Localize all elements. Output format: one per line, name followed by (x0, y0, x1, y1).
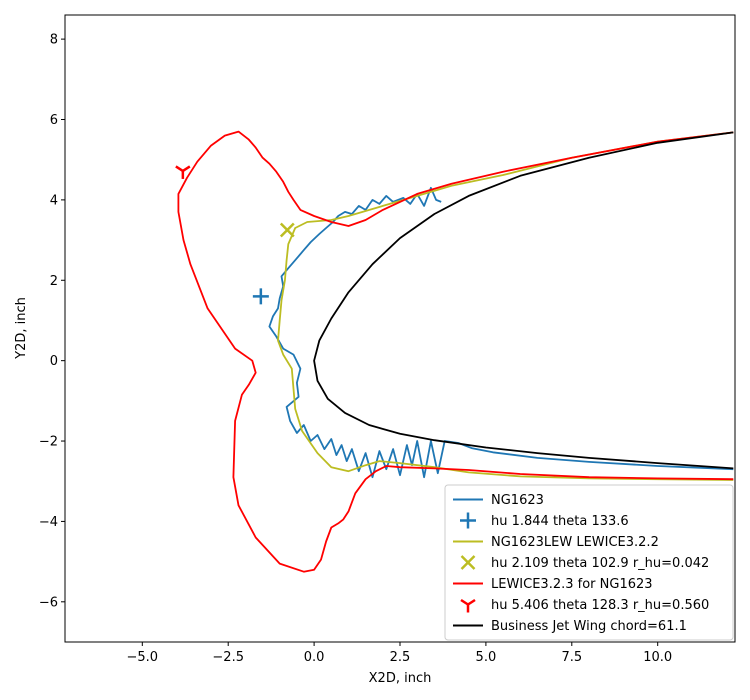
series-marker-3-0 (279, 222, 295, 238)
series-line-6 (313, 131, 734, 470)
x-tick-label: 2.5 (390, 650, 411, 665)
legend-label-2: NG1623LEW LEWICE3.2.2 (491, 535, 659, 550)
y-tick-label: 0 (50, 354, 58, 369)
x-axis: −5.0 −2.5 0.0 2.5 5.0 7.5 10.0 (127, 642, 672, 665)
legend-handle-5 (460, 598, 476, 613)
y-tick-label: −2 (39, 435, 58, 450)
series-marker-5-0 (175, 165, 191, 179)
series-line-2 (277, 131, 734, 481)
legend-label-3: hu 2.109 theta 102.9 r_hu=0.042 (491, 556, 709, 571)
x-tick-label: 7.5 (561, 650, 582, 665)
legend-label-5: hu 5.406 theta 128.3 r_hu=0.560 (491, 598, 709, 613)
x-tick-label: 10.0 (643, 650, 672, 665)
plot-series (175, 130, 734, 573)
legend: NG1623 hu 1.844 theta 133.6 NG1623LEW LEWI… (444, 484, 734, 641)
y-axis: −6 −4 −2 0 2 4 6 8 (39, 33, 65, 610)
y-tick-label: 4 (50, 193, 58, 208)
x-tick-label: −5.0 (127, 650, 159, 665)
legend-handle-1 (460, 512, 476, 529)
y-tick-label: −6 (39, 595, 58, 610)
x-axis-title: X2D, inch (369, 671, 432, 686)
series-line-4 (177, 130, 734, 573)
y-axis-title: Y2D, inch (14, 297, 29, 360)
legend-label-1: hu 1.844 theta 133.6 (491, 514, 629, 529)
y-tick-label: 8 (50, 33, 58, 48)
legend-handle-3 (460, 555, 476, 570)
x-tick-label: 0.0 (304, 650, 325, 665)
y-tick-label: −4 (39, 515, 58, 530)
legend-box (444, 484, 734, 641)
y-tick-label: 2 (50, 274, 58, 289)
y-tick-label: 6 (50, 113, 58, 128)
legend-label-0: NG1623 (491, 493, 544, 508)
legend-label-6: Business Jet Wing chord=61.1 (491, 619, 687, 634)
x-tick-label: 5.0 (476, 650, 497, 665)
legend-label-4: LEWICE3.2.3 for NG1623 (491, 577, 653, 592)
x-tick-label: −2.5 (212, 650, 244, 665)
series-marker-1-0 (252, 288, 269, 305)
series-line-0 (268, 186, 734, 479)
